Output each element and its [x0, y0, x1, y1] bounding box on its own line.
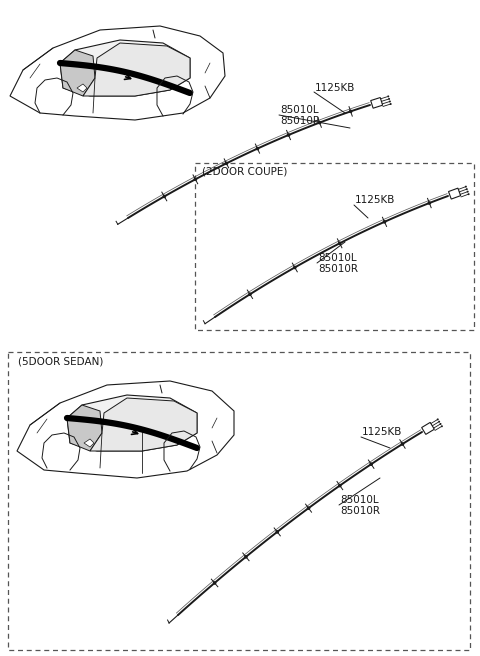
Circle shape — [438, 420, 440, 422]
Polygon shape — [10, 26, 225, 120]
Polygon shape — [60, 50, 95, 96]
Circle shape — [437, 419, 439, 420]
Text: 1125KB: 1125KB — [355, 195, 396, 205]
Circle shape — [401, 442, 404, 446]
Text: 85010L: 85010L — [318, 253, 357, 263]
Circle shape — [248, 293, 252, 296]
Circle shape — [256, 147, 259, 150]
Circle shape — [45, 435, 77, 467]
Circle shape — [338, 483, 342, 487]
Circle shape — [213, 581, 216, 584]
Circle shape — [428, 201, 431, 205]
Text: 85010R: 85010R — [340, 506, 380, 516]
Circle shape — [318, 121, 322, 125]
Circle shape — [349, 110, 352, 113]
Circle shape — [166, 433, 198, 465]
Circle shape — [338, 241, 341, 245]
Circle shape — [307, 506, 311, 510]
Text: (2DOOR COUPE): (2DOOR COUPE) — [202, 167, 288, 177]
Polygon shape — [84, 439, 94, 447]
Circle shape — [441, 425, 443, 427]
Circle shape — [387, 95, 389, 97]
Polygon shape — [77, 84, 87, 92]
Polygon shape — [60, 40, 190, 96]
Circle shape — [276, 530, 279, 534]
Text: (5DOOR SEDAN): (5DOOR SEDAN) — [18, 357, 103, 367]
Circle shape — [173, 440, 191, 458]
Polygon shape — [17, 381, 234, 478]
Text: 85010R: 85010R — [318, 264, 358, 274]
Text: 1125KB: 1125KB — [315, 83, 355, 93]
Circle shape — [465, 186, 467, 188]
Circle shape — [244, 555, 248, 559]
Circle shape — [390, 103, 392, 105]
Polygon shape — [371, 98, 383, 108]
Circle shape — [45, 87, 63, 105]
Text: 85010R: 85010R — [280, 116, 320, 126]
Polygon shape — [67, 395, 197, 451]
Circle shape — [370, 462, 373, 466]
Polygon shape — [83, 43, 190, 96]
Text: 85010L: 85010L — [280, 105, 319, 115]
Polygon shape — [67, 405, 102, 451]
Circle shape — [163, 195, 166, 198]
Polygon shape — [421, 422, 434, 434]
Circle shape — [166, 85, 184, 103]
Circle shape — [440, 423, 442, 425]
Circle shape — [159, 78, 191, 110]
Circle shape — [468, 193, 469, 195]
Bar — [8, 352, 470, 650]
Circle shape — [293, 266, 297, 269]
Circle shape — [193, 178, 197, 181]
Circle shape — [38, 80, 70, 112]
Circle shape — [383, 220, 386, 224]
Polygon shape — [448, 188, 461, 199]
Polygon shape — [90, 398, 197, 451]
Text: 85010L: 85010L — [340, 495, 379, 505]
Circle shape — [388, 98, 390, 100]
Circle shape — [467, 191, 468, 193]
Circle shape — [389, 100, 391, 102]
Circle shape — [466, 188, 468, 190]
Text: 1125KB: 1125KB — [362, 427, 402, 437]
Bar — [195, 163, 474, 330]
Circle shape — [287, 133, 290, 137]
Circle shape — [225, 161, 228, 165]
Circle shape — [52, 442, 70, 460]
